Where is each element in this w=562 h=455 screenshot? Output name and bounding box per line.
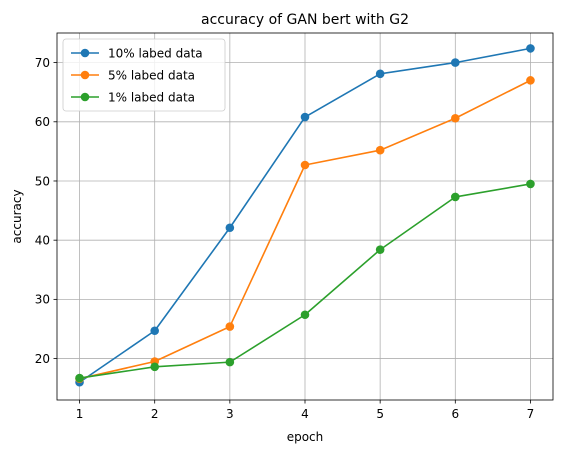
series-layer bbox=[75, 44, 535, 387]
y-axis-label: accuracy bbox=[10, 189, 24, 243]
y-tick-label: 20 bbox=[35, 352, 50, 366]
legend-label: 10% labed data bbox=[108, 46, 203, 60]
legend-label: 5% labed data bbox=[108, 68, 195, 82]
y-tick-label: 70 bbox=[35, 56, 50, 70]
data-point bbox=[451, 192, 460, 202]
legend-marker bbox=[80, 92, 90, 102]
x-tick-label: 2 bbox=[151, 407, 159, 421]
y-tick-label: 60 bbox=[35, 115, 50, 129]
ticks: 1 2 3 4 5 6 7 20 30 40 50 60 70 bbox=[35, 56, 535, 421]
grid bbox=[57, 33, 553, 400]
x-tick-label: 1 bbox=[76, 407, 84, 421]
data-point bbox=[150, 326, 159, 336]
legend-marker bbox=[80, 48, 90, 58]
chart-title: accuracy of GAN bert with G2 bbox=[201, 12, 409, 28]
data-point bbox=[526, 179, 535, 189]
legend-label: 1% labed data bbox=[108, 90, 195, 104]
legend-item: 5% labed data bbox=[71, 68, 195, 82]
y-tick-label: 30 bbox=[35, 293, 50, 307]
x-tick-label: 3 bbox=[226, 407, 234, 421]
data-point bbox=[526, 76, 535, 85]
legend-item: 10% labed data bbox=[71, 46, 203, 60]
y-tick-label: 40 bbox=[35, 233, 50, 247]
data-point bbox=[451, 113, 460, 123]
data-point bbox=[451, 58, 460, 67]
legend: 10% labed data 5% labed data 1% labed data bbox=[62, 38, 226, 112]
data-point bbox=[75, 373, 84, 383]
legend-marker bbox=[80, 70, 90, 80]
data-point bbox=[375, 145, 385, 155]
data-point bbox=[150, 362, 159, 372]
data-point bbox=[300, 160, 310, 170]
x-axis-label: epoch bbox=[287, 430, 324, 444]
x-tick-label: 7 bbox=[527, 407, 535, 421]
data-point bbox=[225, 322, 235, 331]
x-tick-label: 6 bbox=[451, 407, 459, 421]
data-point bbox=[300, 310, 310, 320]
data-point bbox=[375, 245, 385, 254]
data-point bbox=[225, 223, 235, 233]
x-tick-label: 4 bbox=[301, 407, 309, 421]
legend-box bbox=[62, 38, 226, 112]
data-point bbox=[375, 69, 385, 79]
series-3 bbox=[75, 179, 535, 383]
x-tick-label: 5 bbox=[376, 407, 384, 421]
data-point bbox=[300, 112, 310, 122]
legend-item: 1% labed data bbox=[71, 90, 195, 104]
data-point bbox=[225, 357, 235, 367]
y-tick-label: 50 bbox=[35, 174, 50, 188]
data-point bbox=[526, 44, 535, 53]
